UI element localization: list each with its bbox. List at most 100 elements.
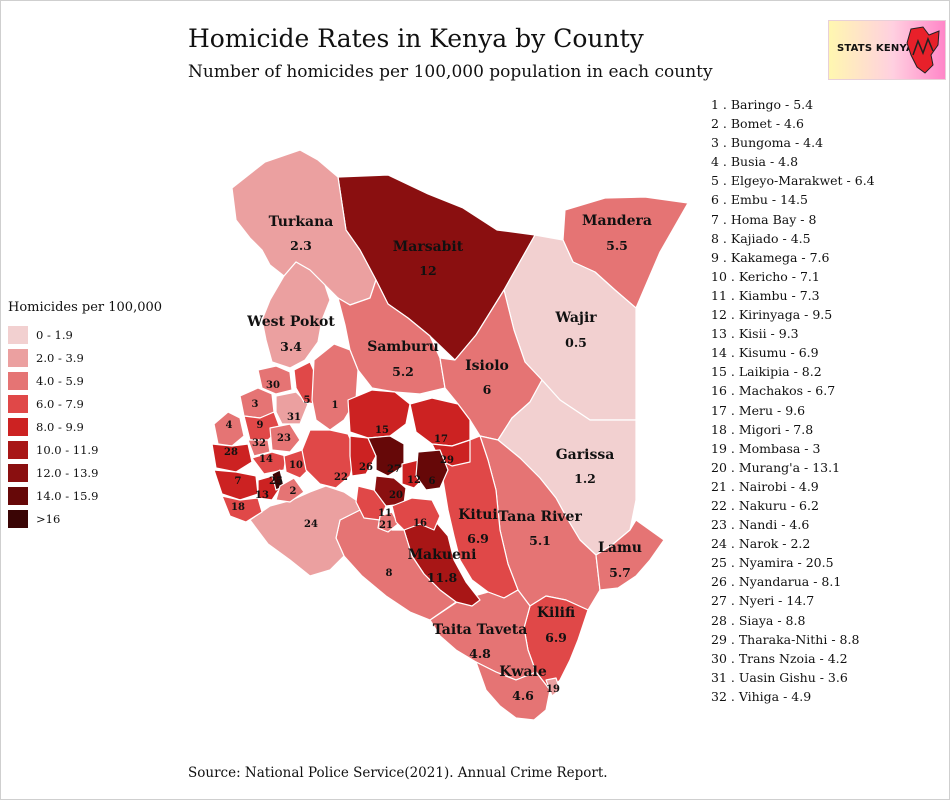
county-lamu bbox=[595, 519, 665, 591]
value-kilifi: 6.9 bbox=[545, 630, 567, 645]
value-wajir: 0.5 bbox=[565, 335, 587, 350]
num-18: 18 bbox=[231, 502, 245, 513]
legend-label: 12.0 - 13.9 bbox=[36, 465, 99, 480]
legend-label: 8.0 - 9.9 bbox=[36, 419, 84, 434]
num-27: 27 bbox=[387, 464, 401, 475]
legend-swatch bbox=[8, 394, 28, 413]
county-key-item: 13 . Kisii - 9.3 bbox=[711, 326, 799, 342]
legend-item: 6.0 - 7.9 bbox=[8, 392, 162, 415]
value-west-pokot: 3.4 bbox=[280, 339, 302, 354]
county-key-item: 20 . Murang'a - 13.1 bbox=[711, 459, 841, 475]
num-11: 11 bbox=[378, 508, 392, 519]
value-turkana: 2.3 bbox=[290, 238, 312, 253]
legend-label: 4.0 - 5.9 bbox=[36, 373, 84, 388]
county-key-item: 12 . Kirinyaga - 9.5 bbox=[711, 307, 833, 323]
legend-label: 10.0 - 11.9 bbox=[36, 442, 99, 457]
county-key-item: 3 . Bungoma - 4.4 bbox=[711, 135, 824, 151]
value-marsabit: 12 bbox=[419, 263, 436, 278]
chart-subtitle: Number of homicides per 100,000 populati… bbox=[188, 62, 713, 82]
county-taita-taveta bbox=[429, 589, 537, 681]
legend-item: 4.0 - 5.9 bbox=[8, 369, 162, 392]
county-nyeri bbox=[367, 435, 405, 477]
num-10: 10 bbox=[289, 460, 303, 471]
label-makueni: Makueni bbox=[408, 547, 477, 563]
num-17: 17 bbox=[434, 434, 448, 445]
legend-label: >16 bbox=[36, 511, 61, 526]
legend: Homicides per 100,000 0 - 1.9 2.0 - 3.9 … bbox=[8, 300, 162, 530]
county-key-item: 25 . Nyamira - 20.5 bbox=[711, 555, 834, 571]
value-kwale: 4.6 bbox=[512, 688, 534, 703]
county-key-item: 26 . Nyandarua - 8.1 bbox=[711, 574, 842, 590]
county-nairobi bbox=[377, 511, 399, 533]
num-3: 3 bbox=[252, 399, 259, 410]
num-4: 4 bbox=[226, 420, 233, 431]
label-turkana: Turkana bbox=[269, 214, 334, 230]
num-kajiado: 8 bbox=[386, 568, 393, 579]
legend-swatch bbox=[8, 417, 28, 436]
num-30: 30 bbox=[266, 380, 280, 391]
num-9: 9 bbox=[257, 420, 264, 431]
num-29: 29 bbox=[440, 455, 454, 466]
num-13: 13 bbox=[255, 490, 269, 501]
num-31: 31 bbox=[287, 412, 301, 423]
county-uasin-gishu bbox=[275, 391, 309, 425]
stats-kenya-logo: STATS KENYA bbox=[828, 20, 946, 80]
county-key-item: 30 . Trans Nzoia - 4.2 bbox=[711, 650, 848, 666]
county-key-item: 23 . Nandi - 4.6 bbox=[711, 517, 810, 533]
county-key-item: 14 . Kisumu - 6.9 bbox=[711, 345, 819, 361]
num-16: 16 bbox=[413, 518, 427, 529]
county-migori bbox=[221, 495, 263, 523]
county-key-item: 32 . Vihiga - 4.9 bbox=[711, 688, 812, 704]
county-key-list: 1 . Baringo - 5.4 2 . Bomet - 4.6 3 . Bu… bbox=[711, 95, 875, 706]
county-key-item: 5 . Elgeyo-Marakwet - 6.4 bbox=[711, 173, 875, 189]
county-key-item: 9 . Kakamega - 7.6 bbox=[711, 249, 830, 265]
legend-swatch bbox=[8, 440, 28, 459]
value-tana-river: 5.1 bbox=[529, 533, 551, 548]
num-25: 25 bbox=[269, 476, 283, 487]
county-key-item: 21 . Nairobi - 4.9 bbox=[711, 478, 819, 494]
source-note: Source: National Police Service(2021). A… bbox=[188, 765, 608, 781]
value-lamu: 5.7 bbox=[609, 565, 631, 580]
label-mandera: Mandera bbox=[582, 213, 652, 229]
county-bomet bbox=[275, 477, 305, 503]
legend-swatch bbox=[8, 486, 28, 505]
county-key-item: 31 . Uasin Gishu - 3.6 bbox=[711, 669, 848, 685]
county-machakos bbox=[391, 497, 441, 531]
county-trans-nzoia bbox=[257, 365, 293, 395]
logo-text: STATS KENYA bbox=[837, 43, 914, 54]
legend-item: 14.0 - 15.9 bbox=[8, 484, 162, 507]
label-tana-river: Tana River bbox=[498, 509, 582, 525]
num-32: 32 bbox=[252, 438, 266, 449]
county-key-item: 1 . Baringo - 5.4 bbox=[711, 97, 814, 112]
label-west-pokot: West Pokot bbox=[246, 314, 335, 330]
county-laikipia bbox=[347, 389, 411, 439]
value-taita-taveta: 4.8 bbox=[469, 646, 491, 661]
legend-label: 14.0 - 15.9 bbox=[36, 488, 99, 503]
label-isiolo: Isiolo bbox=[465, 358, 509, 374]
county-key-item: 2 . Bomet - 4.6 bbox=[711, 116, 804, 132]
num-14: 14 bbox=[259, 454, 273, 465]
legend-swatch bbox=[8, 463, 28, 482]
label-kitui: Kitui bbox=[458, 507, 497, 523]
legend-item: 8.0 - 9.9 bbox=[8, 415, 162, 438]
num-6: 6 bbox=[429, 476, 436, 487]
county-kwale bbox=[475, 661, 551, 721]
county-key-item: 11 . Kiambu - 7.3 bbox=[711, 287, 820, 303]
label-kwale: Kwale bbox=[499, 664, 547, 680]
num-21: 21 bbox=[379, 520, 393, 531]
num-mombasa: 19 bbox=[546, 684, 560, 695]
label-wajir: Wajir bbox=[554, 310, 597, 326]
num-7: 7 bbox=[235, 476, 242, 487]
num-narok: 24 bbox=[304, 519, 318, 530]
value-isiolo: 6 bbox=[483, 382, 492, 397]
num-2: 2 bbox=[290, 486, 297, 497]
county-narok bbox=[249, 485, 361, 577]
legend-item: 10.0 - 11.9 bbox=[8, 438, 162, 461]
legend-item: 2.0 - 3.9 bbox=[8, 346, 162, 369]
county-key-item: 27 . Nyeri - 14.7 bbox=[711, 593, 815, 609]
num-20: 20 bbox=[389, 490, 403, 501]
value-mandera: 5.5 bbox=[606, 238, 628, 253]
county-key-item: 4 . Busia - 4.8 bbox=[711, 154, 799, 170]
legend-title: Homicides per 100,000 bbox=[8, 300, 163, 315]
